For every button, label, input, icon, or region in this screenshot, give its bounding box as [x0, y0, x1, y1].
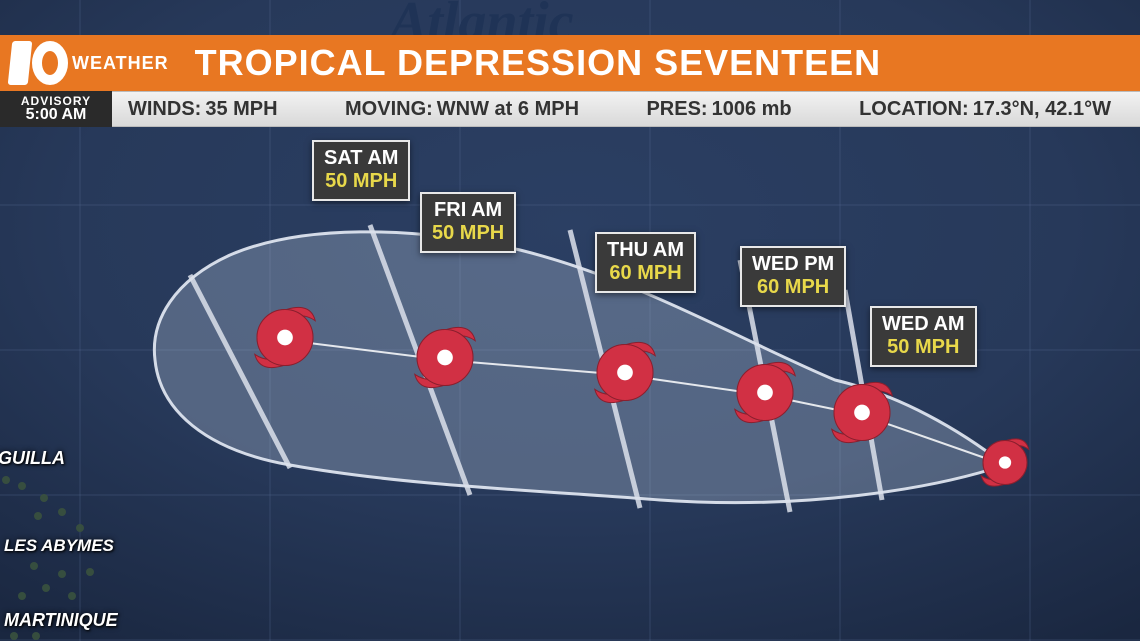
- forecast-label: WED AM 50 MPH: [870, 306, 977, 367]
- forecast-day: THU AM: [607, 239, 684, 261]
- forecast-day: WED PM: [752, 253, 834, 275]
- info-label: PRES:: [646, 98, 707, 121]
- island-label: MARTINIQUE: [4, 610, 118, 631]
- info-segment: PRES: 1006 mb: [630, 92, 808, 126]
- island-label: LES ABYMES: [4, 536, 114, 556]
- logo-10-icon: [10, 41, 68, 85]
- forecast-day: FRI AM: [434, 199, 502, 221]
- forecast-wind: 50 MPH: [882, 336, 965, 359]
- forecast-wind: 50 MPH: [432, 222, 504, 245]
- info-value: 35 MPH: [205, 98, 277, 121]
- forecast-label: WED PM 60 MPH: [740, 246, 846, 307]
- info-bar: ADVISORY 5:00 AM WINDS: 35 MPH MOVING: WN…: [0, 91, 1140, 127]
- info-label: MOVING:: [345, 98, 433, 121]
- storm-position-icon: [247, 300, 323, 381]
- storm-position-icon: [975, 433, 1034, 497]
- storm-position-icon: [407, 320, 483, 401]
- info-value: WNW at 6 MPH: [437, 98, 579, 121]
- station-logo: WEATHER: [0, 35, 183, 91]
- info-segment: LOCATION: 17.3°N, 42.1°W: [843, 92, 1128, 126]
- info-label: LOCATION:: [859, 98, 969, 121]
- island-label: ANGUILLA: [0, 448, 65, 469]
- info-value: 17.3°N, 42.1°W: [973, 98, 1111, 121]
- forecast-day: SAT AM: [324, 147, 398, 169]
- forecast-wind: 50 MPH: [324, 170, 398, 193]
- forecast-label: THU AM 60 MPH: [595, 232, 696, 293]
- info-segment: MOVING: WNW at 6 MPH: [329, 92, 596, 126]
- forecast-label: SAT AM 50 MPH: [312, 140, 410, 201]
- forecast-label: FRI AM 50 MPH: [420, 192, 516, 253]
- storm-position-icon: [587, 335, 663, 416]
- storm-title: TROPICAL DEPRESSION SEVENTEEN: [183, 35, 903, 91]
- advisory-badge: ADVISORY 5:00 AM: [0, 91, 112, 127]
- forecast-wind: 60 MPH: [752, 276, 834, 299]
- forecast-wind: 60 MPH: [607, 262, 684, 285]
- advisory-time: 5:00 AM: [26, 107, 87, 123]
- storm-position-icon: [727, 355, 803, 436]
- forecast-day: WED AM: [882, 313, 965, 335]
- info-value: 1006 mb: [712, 98, 792, 121]
- title-bar: WEATHER TROPICAL DEPRESSION SEVENTEEN: [0, 35, 1140, 91]
- storm-position-icon: [824, 375, 900, 456]
- info-label: WINDS:: [128, 98, 201, 121]
- info-segment: WINDS: 35 MPH: [112, 92, 295, 126]
- logo-weather-text: WEATHER: [72, 53, 169, 74]
